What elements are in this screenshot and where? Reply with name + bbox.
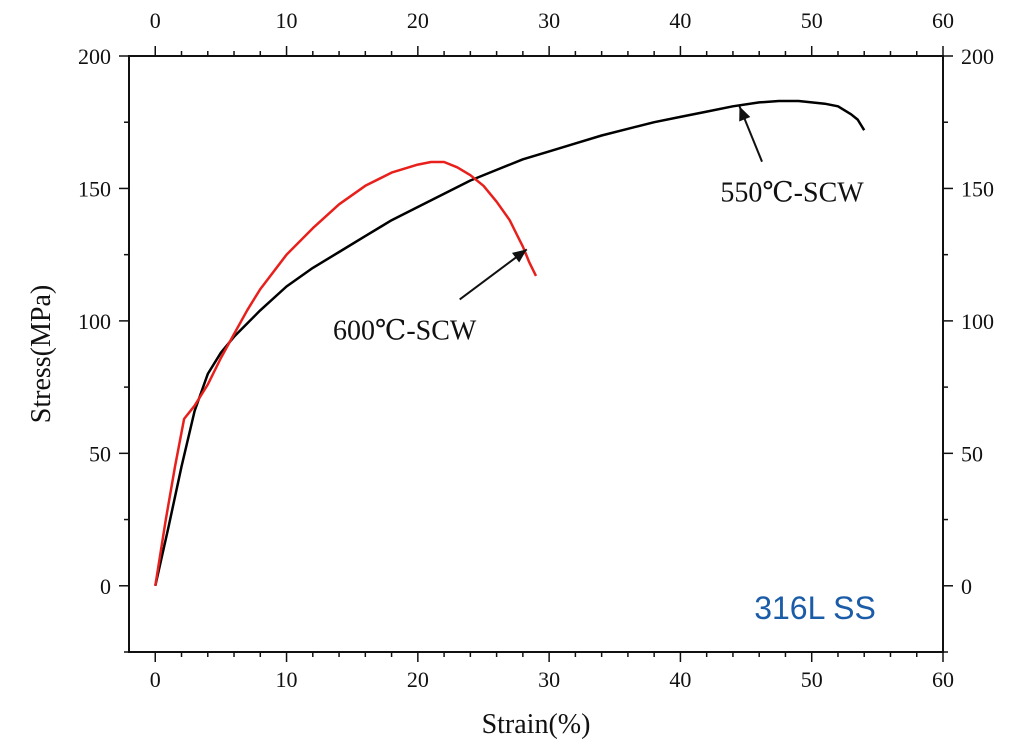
x-tick-label: 0 [150,667,161,692]
x-tick-label-top: 10 [276,8,298,33]
annotation-layer: 550℃-SCW 600℃-SCW [333,105,864,346]
y-axis-title: Stress(MPa) [26,285,57,423]
plot-frame [128,55,944,653]
y-tick-label-right: 150 [961,176,994,201]
annotation-label-1: 550℃-SCW [720,178,864,209]
x-tick-label-top: 50 [801,8,823,33]
annotation-label-2: 600℃-SCW [333,315,477,346]
y-tick-label: 100 [78,309,111,334]
x-tick-label: 30 [538,667,560,692]
y-tick-label: 150 [78,176,111,201]
x-tick-label-top: 40 [669,8,691,33]
x-tick-label-top: 0 [150,8,161,33]
x-tick-label: 40 [669,667,691,692]
y-tick-label: 200 [78,44,111,69]
y-tick-label: 0 [100,574,111,599]
x-tick-label-top: 60 [932,8,954,33]
axis-ticks [119,46,953,662]
x-axis-title: Strain(%) [482,709,591,740]
series-layer [154,99,866,587]
y-tick-label-right: 50 [961,441,983,466]
axis-tick-labels: 0 0 10 10 20 20 30 30 40 40 50 50 60 60 0 0 50 50 100 100 15… [78,8,994,692]
series-line-1 [154,99,866,587]
annotation-arrowhead-1 [739,106,751,122]
annotation-arrowhead-2 [512,249,527,263]
x-tick-label: 10 [276,667,298,692]
y-tick-label-right: 200 [961,44,994,69]
y-tick-label-right: 100 [961,309,994,334]
x-tick-label-top: 30 [538,8,560,33]
x-tick-label: 20 [407,667,429,692]
y-tick-label-right: 0 [961,574,972,599]
material-label: 316L SS [754,590,876,626]
x-tick-label: 60 [932,667,954,692]
x-tick-label-top: 20 [407,8,429,33]
x-tick-label: 50 [801,667,823,692]
y-tick-label: 50 [89,441,111,466]
series-line-2 [154,160,538,586]
